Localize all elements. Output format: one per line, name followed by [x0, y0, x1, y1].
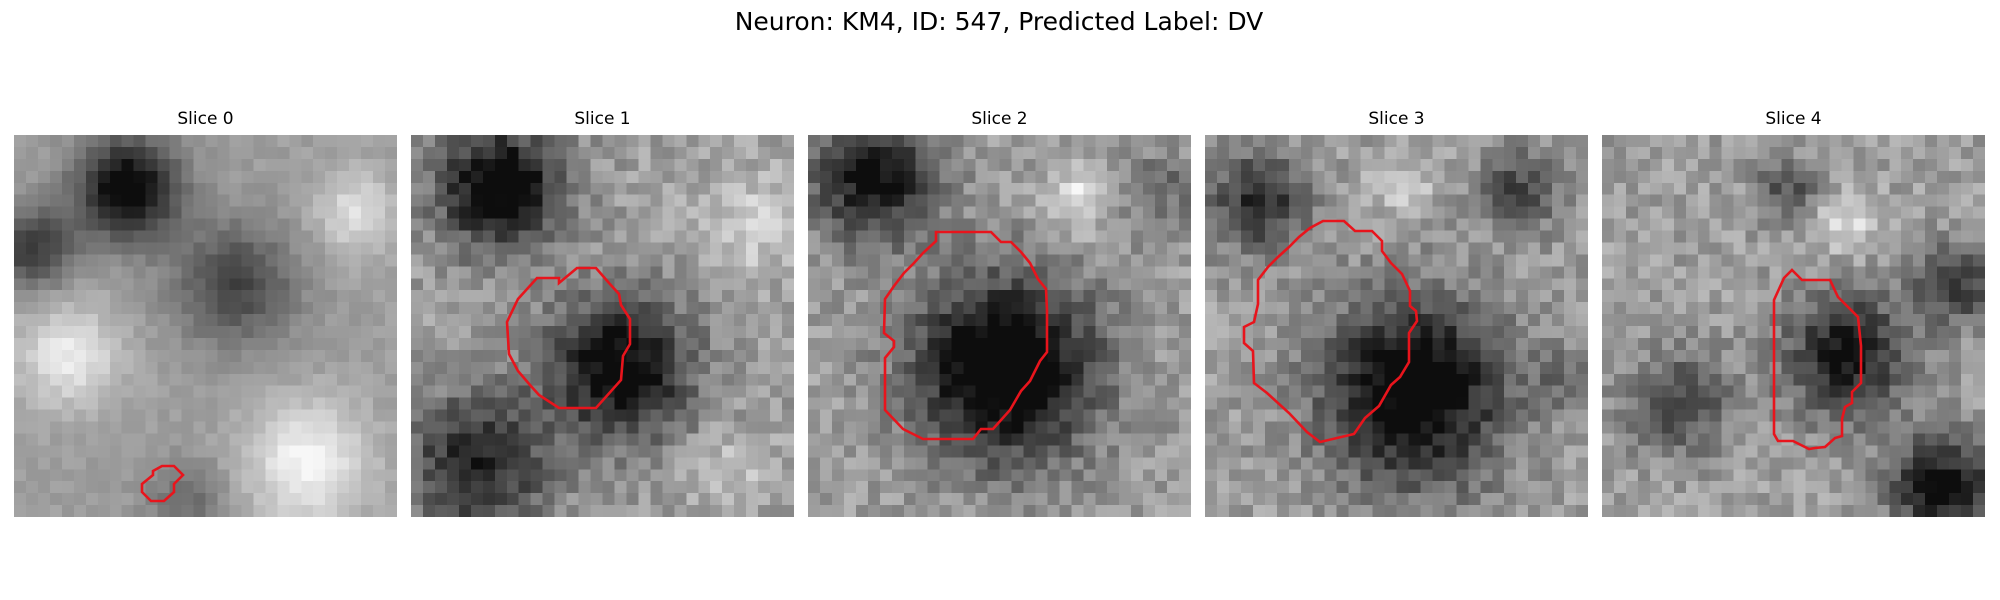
slice-4-title: Slice 4 — [1765, 109, 1822, 129]
slice-2-title: Slice 2 — [971, 109, 1028, 129]
slice-4-grayscale-patch — [1602, 135, 1985, 517]
slice-3-grayscale-patch — [1205, 135, 1588, 517]
slice-1-title: Slice 1 — [574, 109, 631, 129]
slice-0-grayscale-patch — [14, 135, 397, 517]
slice-3-overlay — [1242, 219, 1419, 444]
slice-2-grayscale-patch — [808, 135, 1191, 517]
slice-2-contour — [882, 230, 1049, 441]
slice-3-contour — [1242, 219, 1419, 444]
slice-3-image — [1205, 135, 1588, 517]
slice-0-title: Slice 0 — [177, 109, 234, 129]
figure-title: Neuron: KM4, ID: 547, Predicted Label: D… — [734, 7, 1264, 36]
slice-1-contour — [505, 266, 632, 410]
slice-0-overlay — [140, 464, 185, 503]
slice-3-title: Slice 3 — [1368, 109, 1425, 129]
slice-2-overlay — [882, 230, 1049, 441]
slice-2-image — [808, 135, 1191, 517]
slice-0-image — [14, 135, 397, 517]
slice-1-overlay — [505, 266, 632, 410]
slice-4-overlay — [1772, 268, 1863, 451]
slice-4-contour — [1772, 268, 1863, 451]
slice-4-image — [1602, 135, 1985, 517]
slice-0-contour — [140, 464, 185, 503]
slice-1-image — [411, 135, 794, 517]
slice-1-grayscale-patch — [411, 135, 794, 517]
